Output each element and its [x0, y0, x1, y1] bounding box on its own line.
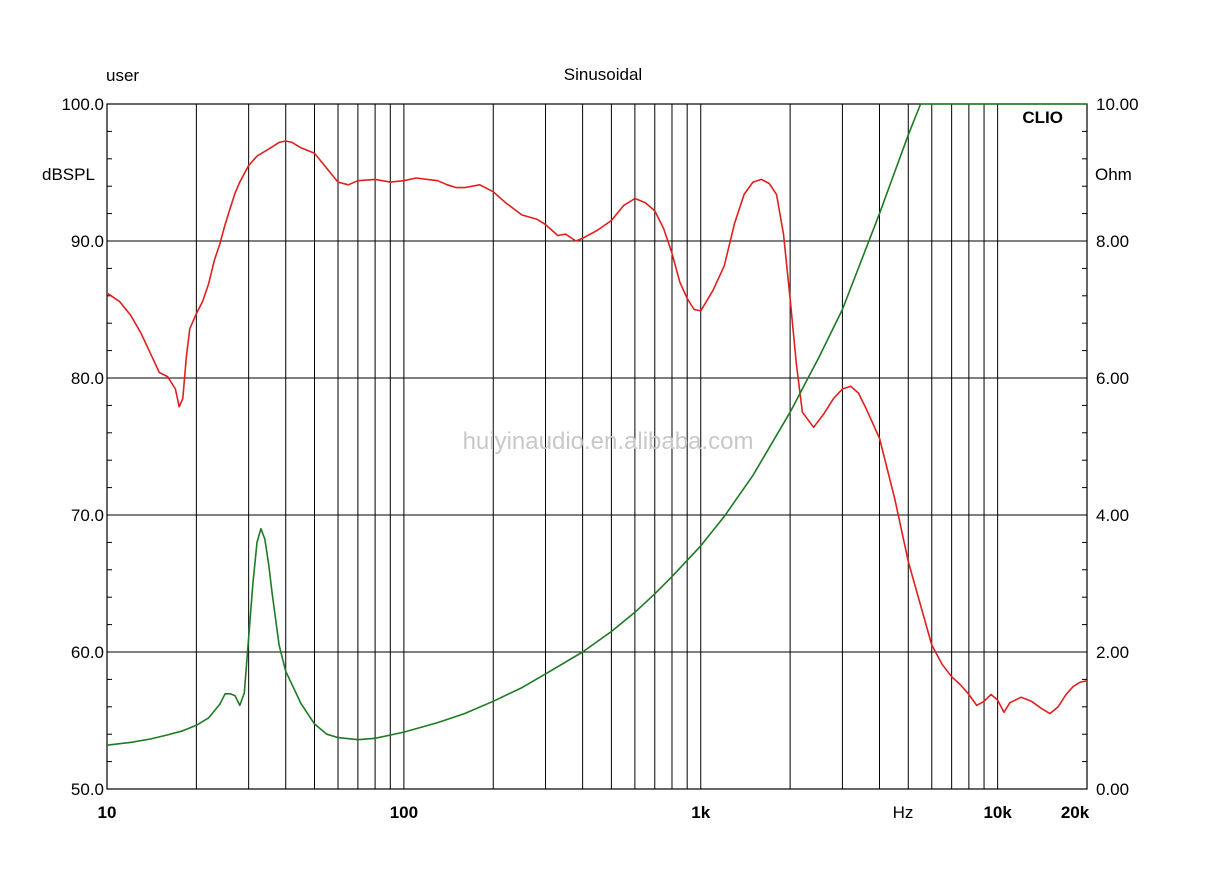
y-right-tick-label: 4.00	[1096, 506, 1129, 525]
x-axis-unit-label: Hz	[893, 803, 914, 822]
watermark: huiyinaudio.en.alibaba.com	[463, 428, 754, 455]
y-left-axis-label: dBSPL	[42, 165, 95, 184]
y-right-tick-label: 0.00	[1096, 780, 1129, 799]
y-left-tick-label: 60.0	[71, 643, 104, 662]
grid-lines	[106, 103, 1088, 790]
x-tick-label: 20k	[1061, 803, 1090, 822]
series-layer	[106, 103, 1088, 746]
x-tick-label: 1k	[691, 803, 710, 822]
y-right-axis-label: Ohm	[1095, 165, 1132, 184]
y-left-tick-label: 70.0	[71, 506, 104, 525]
x-tick-label: 100	[390, 803, 418, 822]
tick-labels: 100.0 90.0 80.0 70.0 60.0 50.0 10.00 8.00 6.00 4.…	[61, 95, 1138, 822]
y-right-tick-label: 2.00	[1096, 643, 1129, 662]
top-left-label: user	[106, 66, 139, 85]
brand-label: CLIO	[1022, 108, 1063, 127]
impedance-series-line	[106, 103, 1087, 746]
y-left-tick-label: 100.0	[61, 95, 104, 114]
y-right-tick-label: 8.00	[1096, 232, 1129, 251]
y-left-tick-label: 80.0	[71, 369, 104, 388]
y-right-tick-label: 6.00	[1096, 369, 1129, 388]
chart-title: Sinusoidal	[564, 65, 642, 84]
y-left-tick-label: 90.0	[71, 232, 104, 251]
y-right-tick-label: 10.00	[1096, 95, 1139, 114]
y-left-tick-label: 50.0	[71, 780, 104, 799]
x-tick-label: 10k	[983, 803, 1012, 822]
spl-series-line	[106, 140, 1088, 715]
x-tick-label: 10	[98, 803, 117, 822]
